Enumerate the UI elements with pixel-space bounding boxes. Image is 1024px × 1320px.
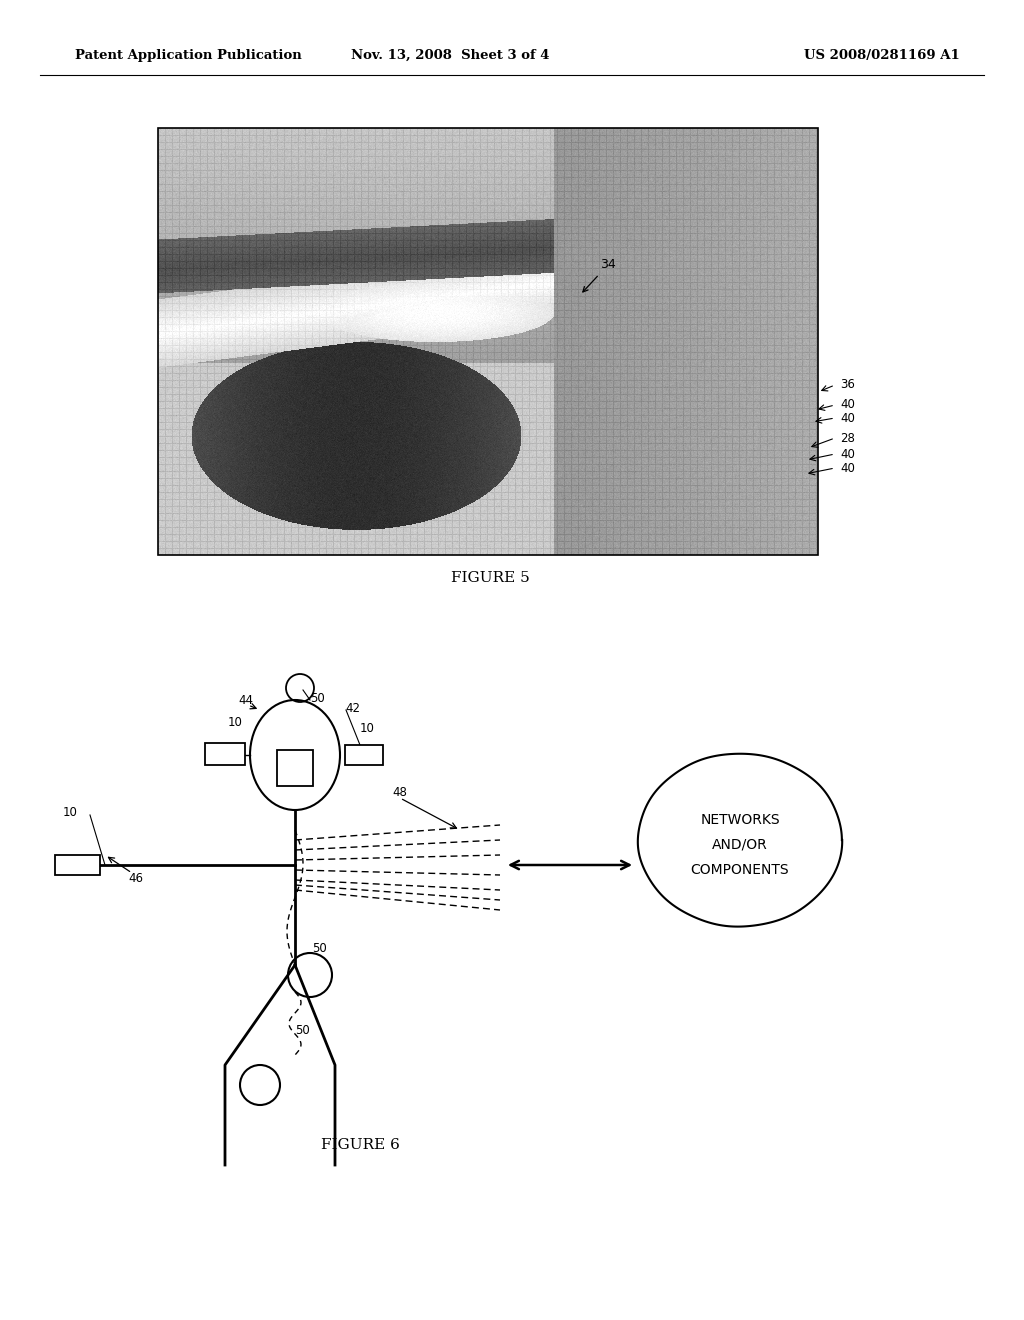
Text: NETWORKS: NETWORKS <box>700 813 780 828</box>
Text: 48: 48 <box>392 787 407 800</box>
Text: 10: 10 <box>228 715 243 729</box>
Text: 40: 40 <box>840 447 855 461</box>
Text: 10: 10 <box>63 805 78 818</box>
Text: 46: 46 <box>128 871 143 884</box>
Text: 28: 28 <box>840 432 855 445</box>
Text: AND/OR: AND/OR <box>712 838 768 851</box>
Text: 50: 50 <box>312 941 327 954</box>
Text: COMPONENTS: COMPONENTS <box>690 863 790 876</box>
Text: FIGURE 5: FIGURE 5 <box>451 572 529 585</box>
Text: 50: 50 <box>295 1023 309 1036</box>
Bar <box>55 855 100 875</box>
Bar <box>278 750 313 785</box>
Text: 50: 50 <box>310 692 325 705</box>
Bar <box>205 743 245 766</box>
Text: Nov. 13, 2008  Sheet 3 of 4: Nov. 13, 2008 Sheet 3 of 4 <box>351 49 549 62</box>
Text: FIGURE 6: FIGURE 6 <box>321 1138 399 1152</box>
Text: 34: 34 <box>583 259 615 292</box>
Text: 36: 36 <box>840 379 855 392</box>
Bar <box>158 128 818 554</box>
Text: 40: 40 <box>840 399 855 412</box>
Text: 42: 42 <box>345 701 360 714</box>
Text: 10: 10 <box>360 722 375 734</box>
Text: US 2008/0281169 A1: US 2008/0281169 A1 <box>804 49 961 62</box>
Text: 44: 44 <box>238 693 253 706</box>
Text: 40: 40 <box>840 412 855 425</box>
Text: Patent Application Publication: Patent Application Publication <box>75 49 302 62</box>
Bar <box>345 744 383 766</box>
Text: 40: 40 <box>840 462 855 474</box>
Polygon shape <box>638 754 842 927</box>
